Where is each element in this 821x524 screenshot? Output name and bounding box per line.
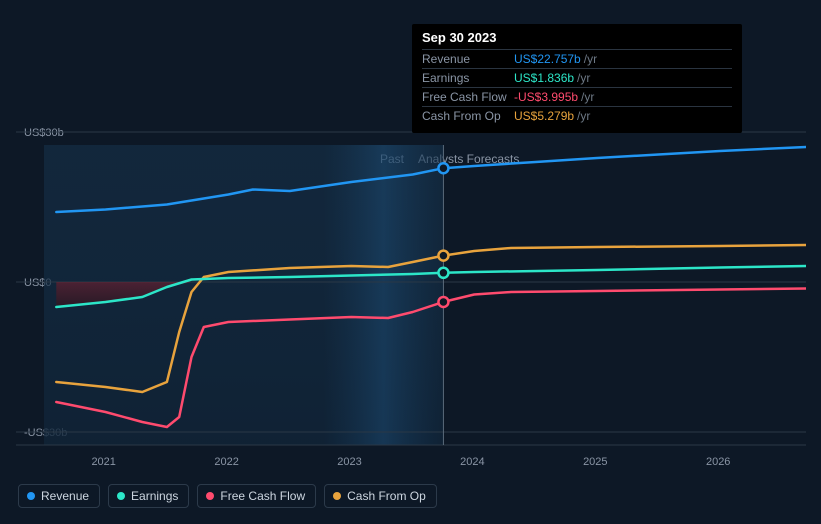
tooltip-row-revenue: Revenue US$22.757b /yr	[422, 49, 732, 68]
chart-tooltip: Sep 30 2023 Revenue US$22.757b /yr Earni…	[412, 24, 742, 133]
tooltip-label: Free Cash Flow	[422, 90, 514, 104]
x-axis-label: 2024	[460, 456, 484, 468]
x-axis-label: 2026	[706, 456, 730, 468]
chart-svg	[16, 120, 806, 470]
tooltip-label: Earnings	[422, 71, 514, 85]
tooltip-row-cfo: Cash From Op US$5.279b /yr	[422, 106, 732, 125]
x-axis-label: 2025	[583, 456, 607, 468]
financials-chart: Sep 30 2023 Revenue US$22.757b /yr Earni…	[0, 0, 821, 524]
legend-item-cfo[interactable]: Cash From Op	[324, 484, 437, 508]
legend-label: Revenue	[41, 489, 89, 503]
legend-dot-icon	[206, 492, 214, 500]
tooltip-label: Revenue	[422, 52, 514, 66]
legend-item-revenue[interactable]: Revenue	[18, 484, 100, 508]
x-axis-label: 2023	[337, 456, 361, 468]
legend-dot-icon	[27, 492, 35, 500]
tooltip-row-fcf: Free Cash Flow -US$3.995b /yr	[422, 87, 732, 106]
legend-item-earnings[interactable]: Earnings	[108, 484, 189, 508]
tooltip-value: US$22.757b	[514, 52, 581, 66]
tooltip-unit: /yr	[584, 52, 597, 66]
x-axis-label: 2021	[91, 456, 115, 468]
legend-item-fcf[interactable]: Free Cash Flow	[197, 484, 316, 508]
tooltip-unit: /yr	[577, 109, 590, 123]
tooltip-date: Sep 30 2023	[422, 30, 732, 45]
legend-label: Earnings	[131, 489, 178, 503]
legend-label: Free Cash Flow	[220, 489, 305, 503]
tooltip-unit: /yr	[577, 71, 590, 85]
tooltip-row-earnings: Earnings US$1.836b /yr	[422, 68, 732, 87]
x-axis-label: 2022	[214, 456, 238, 468]
legend-label: Cash From Op	[347, 489, 426, 503]
tooltip-unit: /yr	[581, 90, 594, 104]
tooltip-value: US$5.279b	[514, 109, 574, 123]
legend-dot-icon	[333, 492, 341, 500]
tooltip-value: -US$3.995b	[514, 90, 578, 104]
legend: Revenue Earnings Free Cash Flow Cash Fro…	[18, 484, 437, 508]
tooltip-label: Cash From Op	[422, 109, 514, 123]
legend-dot-icon	[117, 492, 125, 500]
tooltip-value: US$1.836b	[514, 71, 574, 85]
